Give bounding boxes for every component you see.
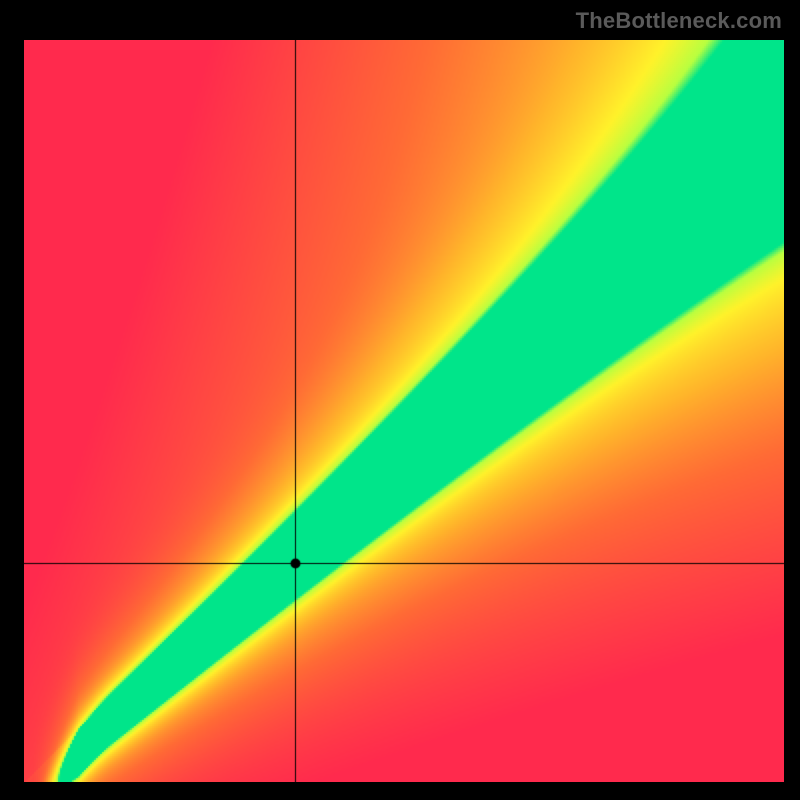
chart-container: TheBottleneck.com: [0, 0, 800, 800]
heatmap-plot: [24, 40, 784, 782]
watermark-text: TheBottleneck.com: [576, 8, 782, 34]
